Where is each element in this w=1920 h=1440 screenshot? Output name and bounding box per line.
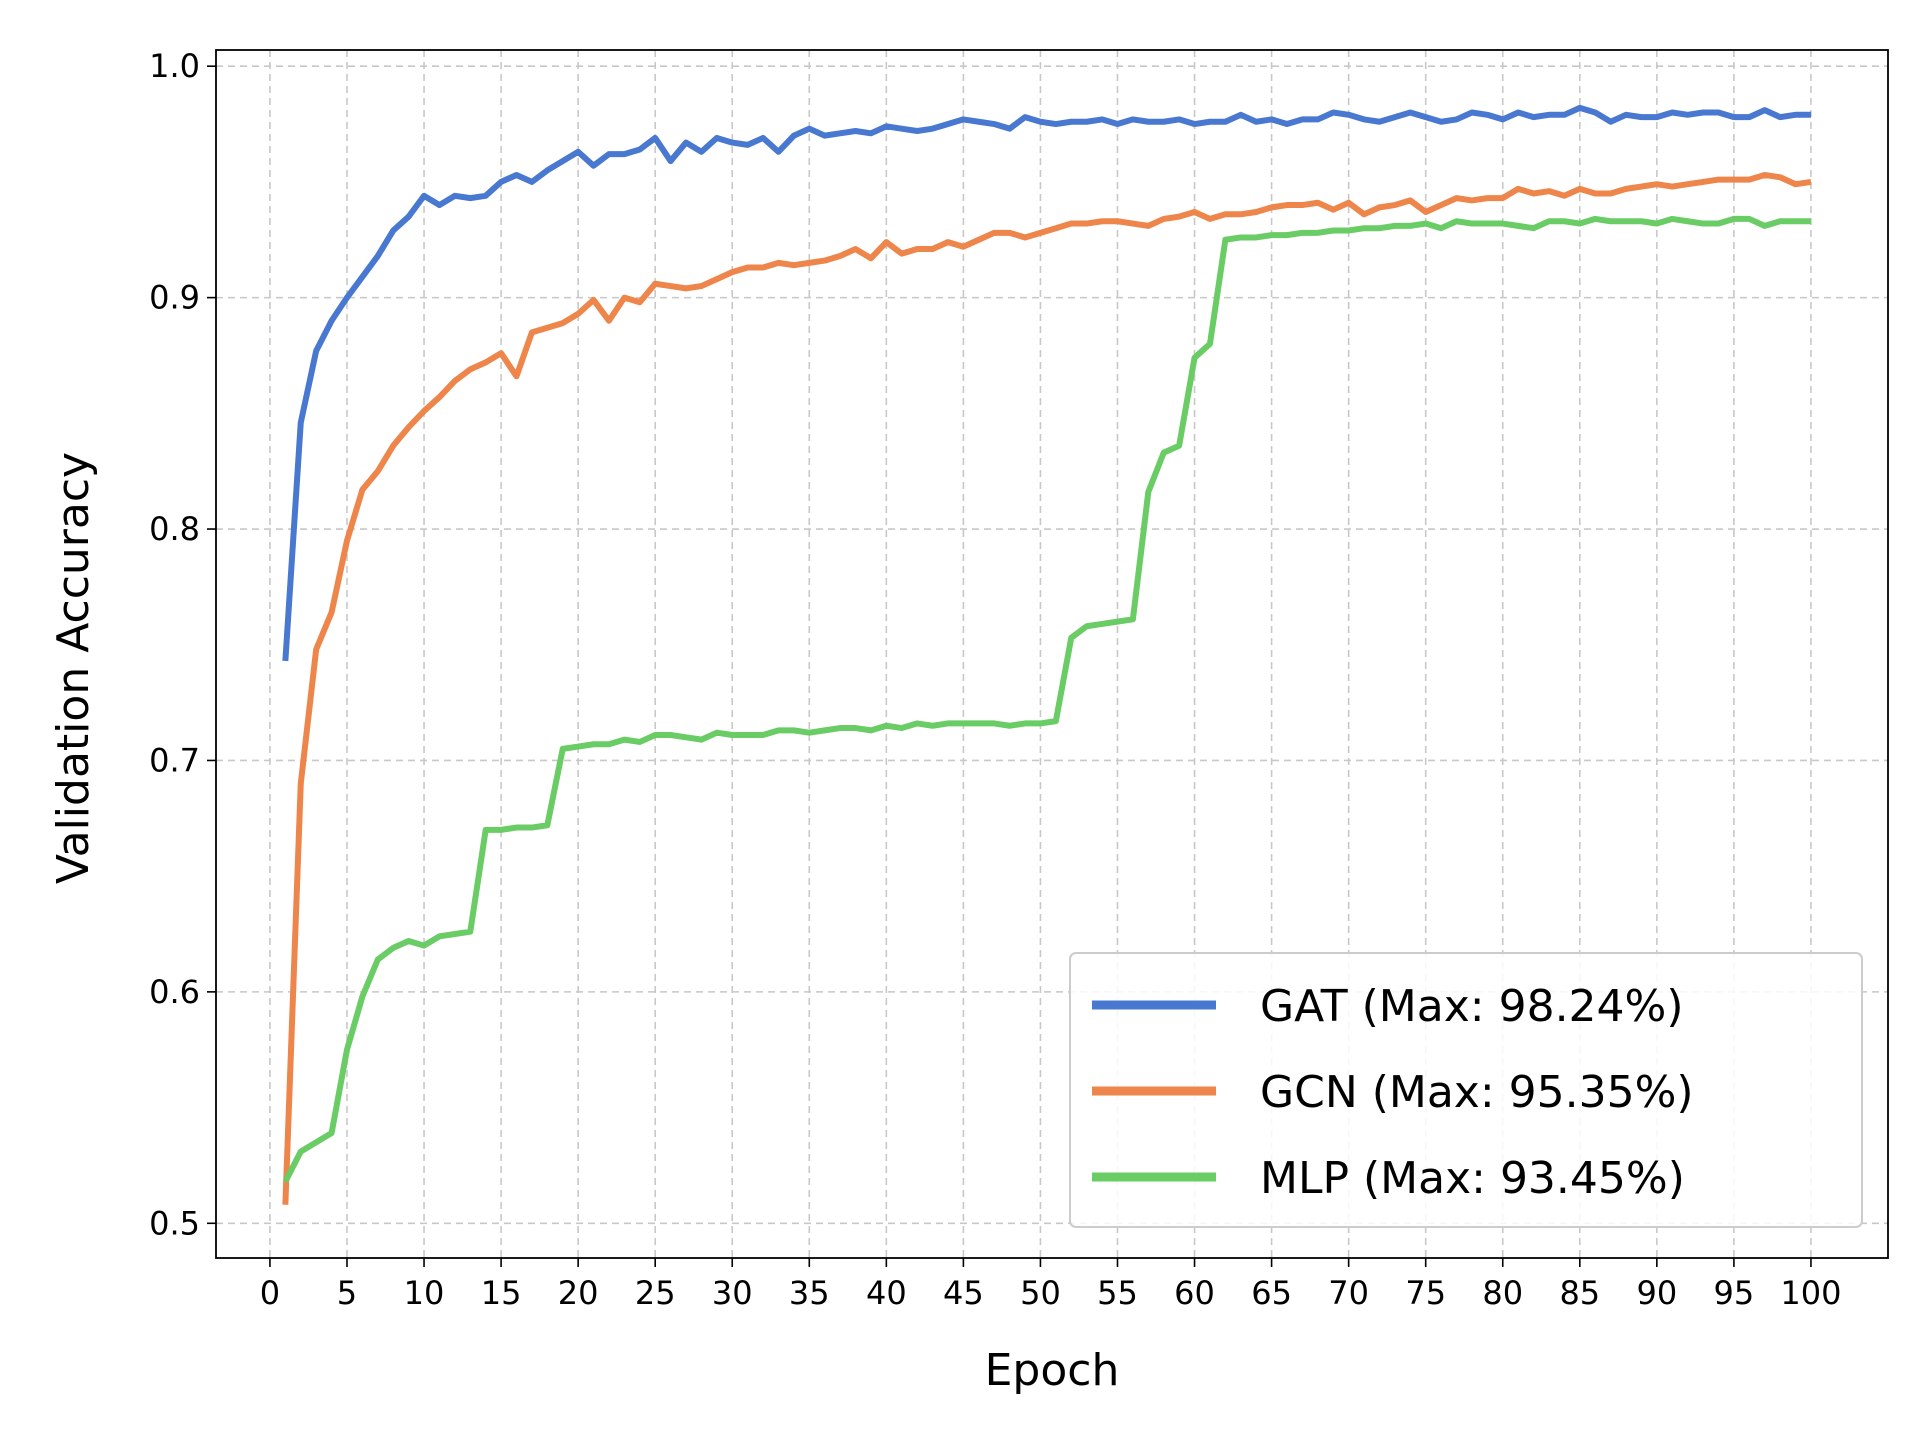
x-tick-label: 80: [1482, 1274, 1523, 1312]
x-tick-label: 85: [1559, 1274, 1600, 1312]
x-tick-label: 75: [1405, 1274, 1446, 1312]
y-axis-title: Validation Accuracy: [48, 452, 99, 884]
x-tick-label: 45: [943, 1274, 984, 1312]
x-tick-label: 15: [481, 1274, 522, 1312]
x-tick-label: 65: [1251, 1274, 1292, 1312]
x-tick-label: 40: [866, 1274, 907, 1312]
y-tick-label: 0.6: [149, 973, 200, 1011]
x-tick-label: 30: [712, 1274, 753, 1312]
x-tick-label: 20: [558, 1274, 599, 1312]
y-tick-label: 0.8: [149, 510, 200, 548]
axes-frame: [215, 49, 1889, 1259]
series-lines: [282, 104, 1812, 1205]
series-line-gat: [282, 104, 1811, 662]
x-tick-label: 60: [1174, 1274, 1215, 1312]
x-axis-title: Epoch: [985, 1345, 1120, 1396]
legend-label: GCN (Max: 95.35%): [1260, 1067, 1694, 1118]
x-tick-label: 90: [1636, 1274, 1677, 1312]
y-tick-label: 1.0: [149, 47, 200, 85]
legend: GAT (Max: 98.24%) GCN (Max: 95.35%) MLP (M…: [1069, 952, 1863, 1228]
x-tick-label: 70: [1328, 1274, 1369, 1312]
series-line-mlp: [282, 215, 1811, 1183]
x-tick-label: 100: [1780, 1274, 1841, 1312]
x-tick-label: 10: [404, 1274, 445, 1312]
x-tick-label: 55: [1097, 1274, 1138, 1312]
y-tick-label: 0.5: [149, 1204, 200, 1242]
axis-ticks: 0 5 10 15 20 25 30 35 40 45 50 55 60 65 70 75 80 85 90 95 10…: [149, 47, 1841, 1312]
x-tick-label: 50: [1020, 1274, 1061, 1312]
x-tick-label: 95: [1714, 1274, 1755, 1312]
y-tick-label: 0.7: [149, 741, 200, 779]
y-tick-label: 0.9: [149, 279, 200, 317]
legend-label: MLP (Max: 93.45%): [1260, 1153, 1685, 1204]
x-tick-label: 35: [789, 1274, 830, 1312]
legend-label: GAT (Max: 98.24%): [1260, 981, 1684, 1032]
x-tick-label: 25: [635, 1274, 676, 1312]
x-tick-label: 5: [337, 1274, 357, 1312]
series-line-gcn: [282, 171, 1812, 1205]
x-tick-label: 0: [260, 1274, 280, 1312]
legend-box: [1069, 952, 1863, 1228]
